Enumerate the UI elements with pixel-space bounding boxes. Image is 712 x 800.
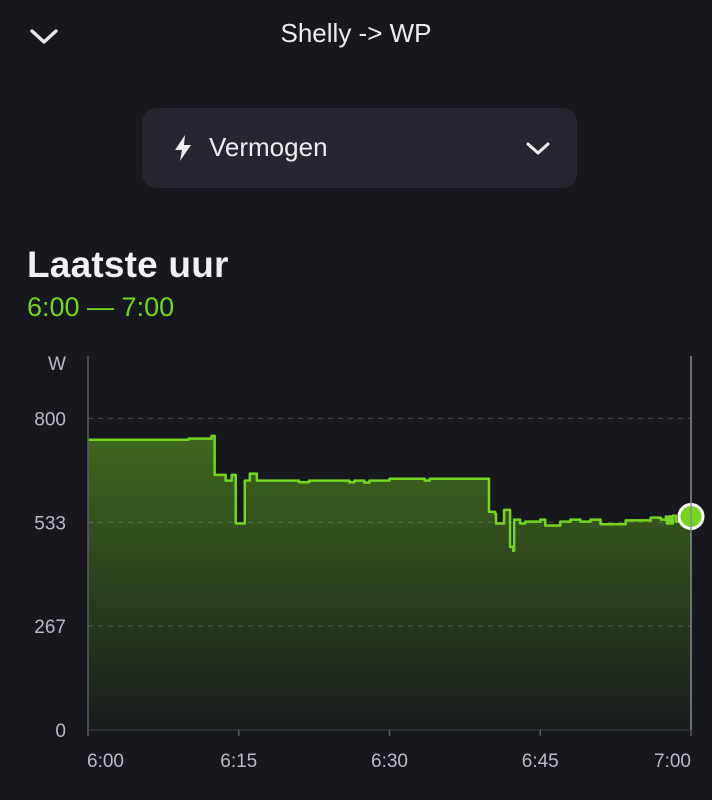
chevron-down-icon [30, 29, 58, 44]
series-line [88, 434, 693, 553]
period-title: Laatste uur [27, 244, 229, 285]
page-title: Shelly -> WP [280, 18, 432, 48]
y-tick-label: 800 [34, 409, 66, 430]
x-tick-label: 6:15 [220, 751, 257, 772]
y-tick-label: 533 [34, 513, 66, 534]
chevron-down-icon [526, 142, 550, 155]
metric-selector[interactable]: Vermogen [142, 108, 577, 188]
x-tick-label: 6:45 [522, 751, 559, 772]
back-button[interactable] [22, 18, 66, 54]
metric-selector-label: Vermogen [209, 132, 328, 162]
y-tick-label: 0 [55, 721, 66, 742]
x-tick-label: 6:30 [371, 751, 408, 772]
series-area [88, 435, 691, 730]
y-axis-unit-label: W [48, 354, 66, 375]
x-tick-label: 7:00 [654, 751, 691, 772]
power-chart[interactable]: W 0 267 533 800 6:00 6:15 6:30 6:45 7:00 [0, 340, 712, 800]
y-tick-label: 267 [34, 617, 66, 638]
period-range: 6:00 — 7:00 [27, 292, 175, 322]
x-tick-label: 6:00 [87, 751, 124, 772]
header: Shelly -> WP [0, 0, 712, 70]
lightning-bolt-icon [175, 135, 191, 161]
